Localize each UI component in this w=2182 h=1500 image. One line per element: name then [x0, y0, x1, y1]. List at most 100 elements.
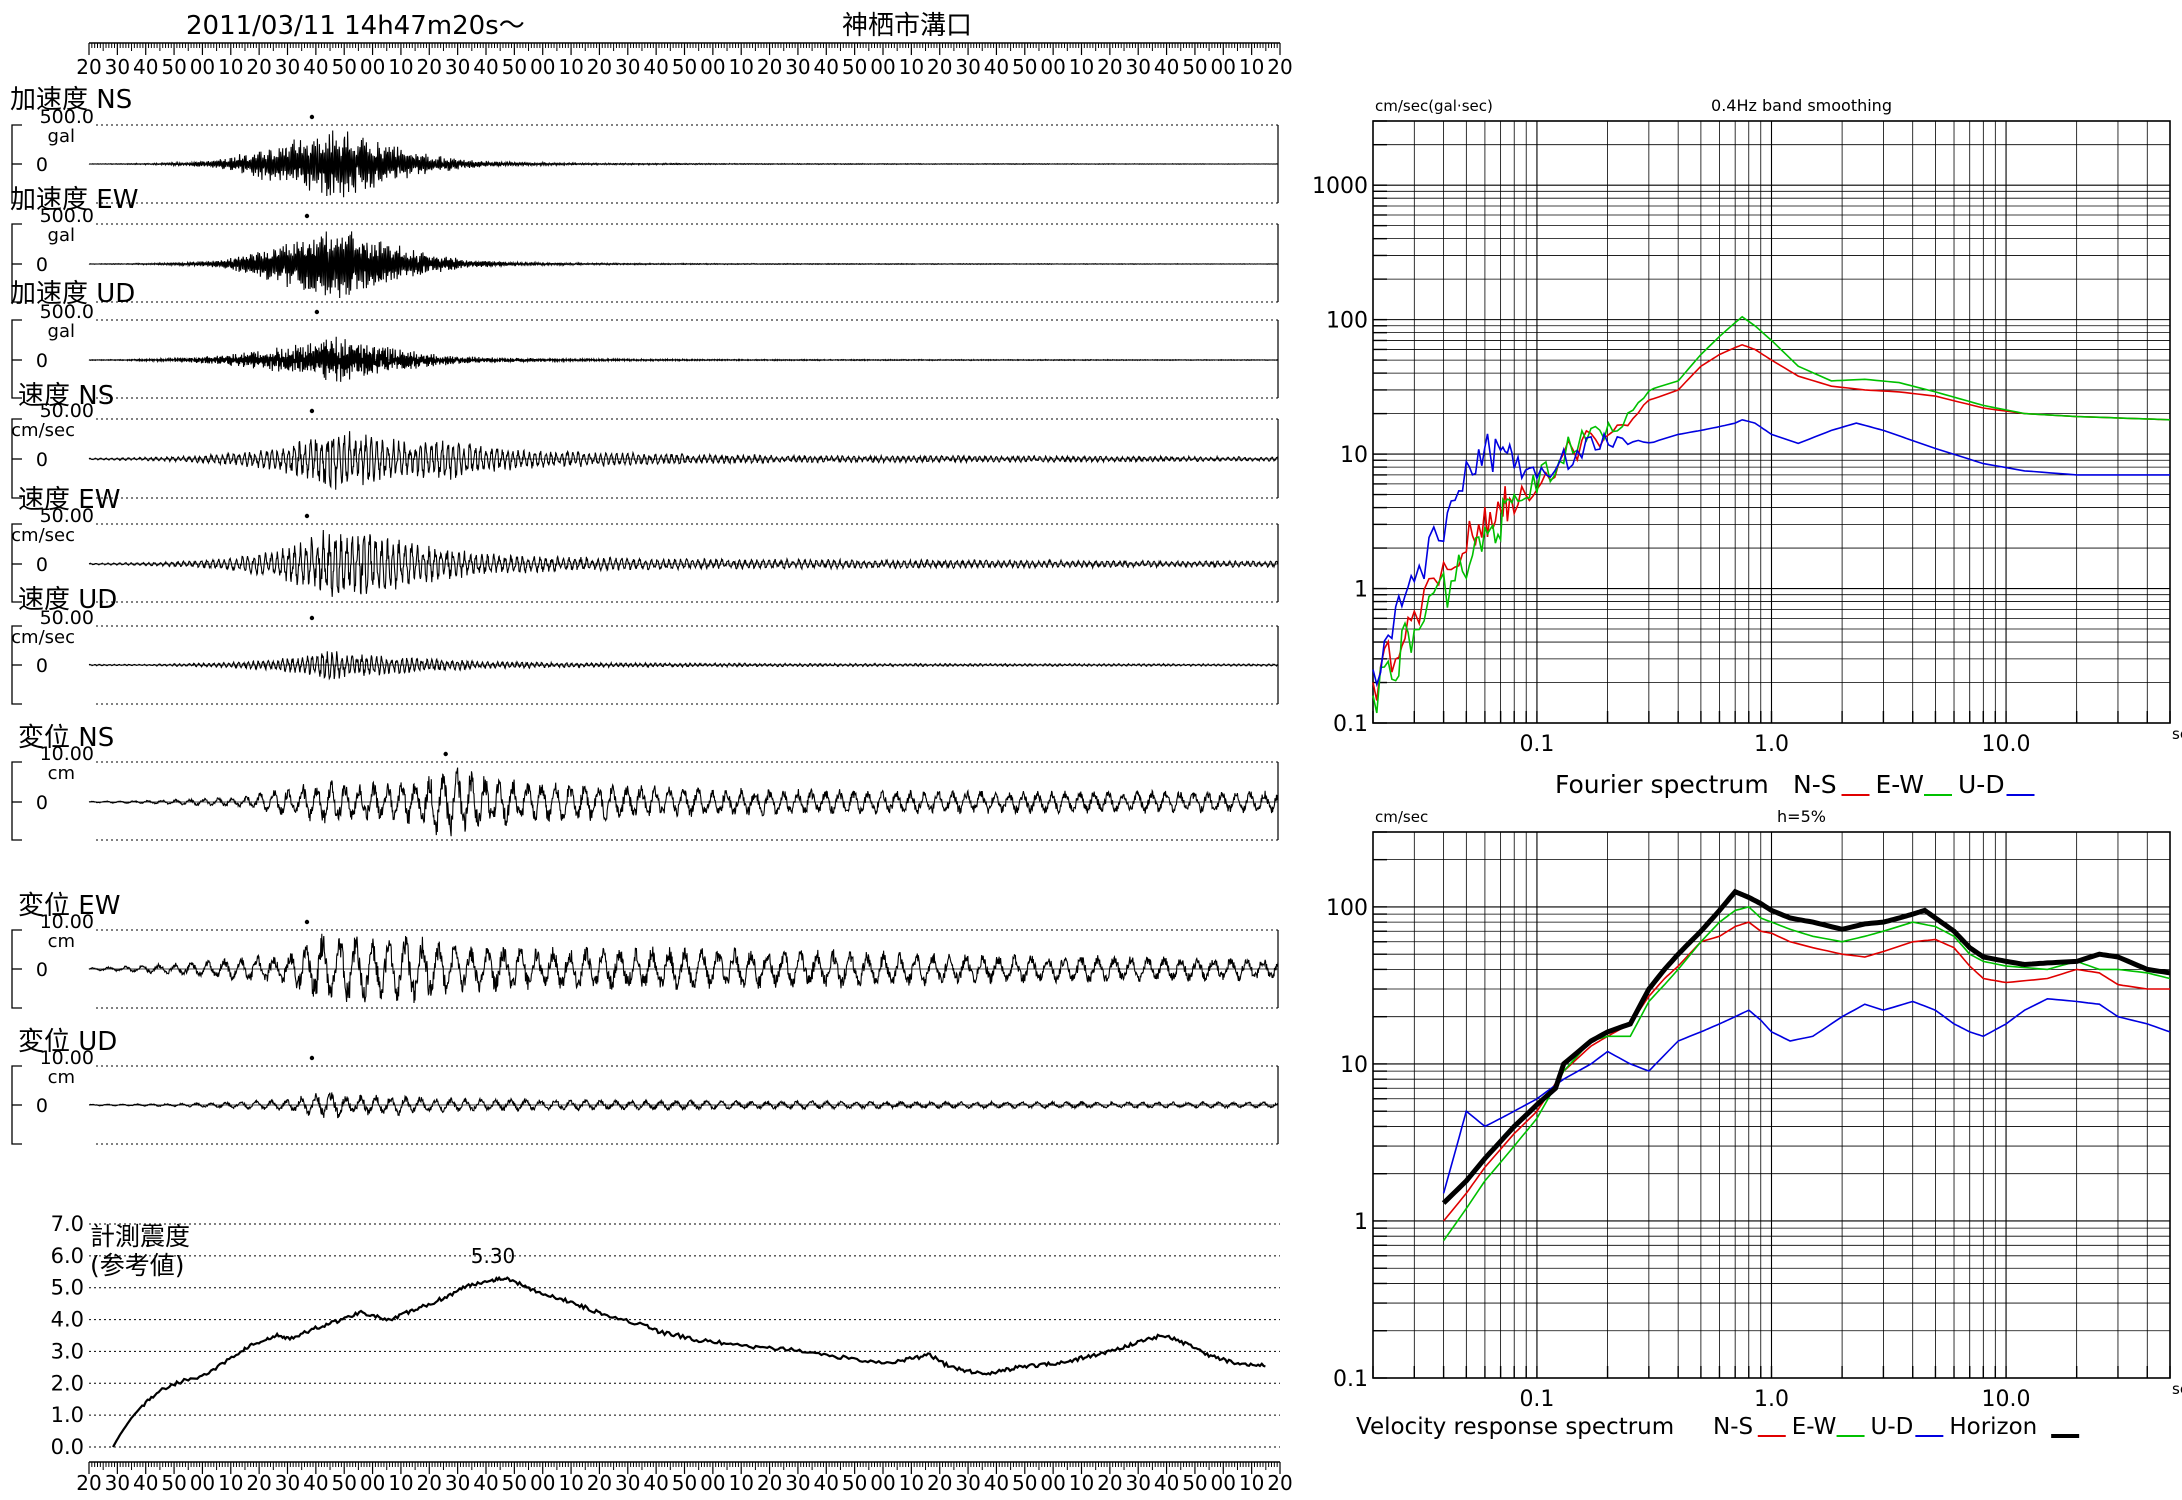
legend-entry-label: N-S [1793, 770, 1837, 799]
time-axis-tick-label: 20 [417, 1471, 442, 1495]
figure-header: 2011/03/11 14h47m20s～ 神栖市溝口 [186, 11, 972, 41]
time-axis-tick-label: 30 [615, 55, 640, 79]
trace-peak-marker [309, 408, 315, 414]
time-axis-tick-label: 10 [1239, 1471, 1264, 1495]
spectrum-x-tick-label: 0.1 [1519, 732, 1554, 757]
spectrum-y-tick-label: 1000 [1312, 174, 1368, 199]
time-axis-tick-label: 10 [558, 1471, 583, 1495]
time-axis-tick-label: 20 [927, 1471, 952, 1495]
trace-peak-marker [309, 114, 315, 120]
spectrum-y-tick-label: 100 [1326, 896, 1368, 921]
trace-scale-bracket [11, 223, 22, 303]
trace-waveform [88, 529, 1279, 597]
trace-title: 速度 NS [18, 381, 114, 411]
trace-waveform [88, 130, 1279, 198]
intensity-peak-label: 5.30 [471, 1244, 516, 1268]
time-axis-tick-label: 30 [445, 1471, 470, 1495]
time-axis-tick-label: 10 [728, 55, 753, 79]
intensity-tick-label: 6.0 [51, 1244, 84, 1268]
time-axis-tick-label: 00 [530, 55, 555, 79]
fourier-spectrum-chart: 0.1 1.0 10.0 0.1 1 10 100 1000 sec cm/sec(gal·sec… [1312, 96, 2182, 799]
trace-scale-bracket [11, 319, 22, 399]
spectrum-y-tick-label: 100 [1326, 309, 1368, 334]
intensity-tick-label: 4.0 [51, 1308, 84, 1332]
time-axis-tick-label: 50 [161, 55, 186, 79]
intensity-tick-label: 7.0 [51, 1212, 84, 1236]
spectrum-series-line [1442, 997, 2171, 1194]
trace-unit-label: cm [48, 763, 75, 784]
spectrum-x-tick-label: 0.1 [1519, 1387, 1554, 1412]
spectrum-y-tick-label: 1 [1354, 1210, 1368, 1235]
time-axis-tick-label: 50 [331, 1471, 356, 1495]
time-axis-tick-label: 20 [1267, 55, 1292, 79]
time-axis-tick-label: 20 [246, 1471, 271, 1495]
time-axis-tick-label: 50 [502, 1471, 527, 1495]
spectrum-x-tick-label: 10.0 [1982, 1387, 2031, 1412]
spectrum-title: Velocity response spectrum [1356, 1414, 1674, 1440]
time-axis-tick-label: 50 [1012, 1471, 1037, 1495]
intensity-tick-label: 5.0 [51, 1276, 84, 1300]
time-axis-tick-label: 10 [1239, 55, 1264, 79]
trace-scale-label: 500.0 [40, 205, 94, 227]
time-axis-tick-label: 30 [445, 55, 470, 79]
trace-zero-label: 0 [36, 154, 48, 176]
time-axis-top: 20 30 40 50 00 10 20 30 40 50 00 10 20 30 40 50 00 10 20 30… [76, 42, 1293, 79]
trace-zero-label: 0 [36, 350, 48, 372]
time-axis-tick-label: 20 [1267, 1471, 1292, 1495]
spectrum-series-line [1442, 921, 2170, 1222]
time-axis-tick-label: 10 [1069, 1471, 1094, 1495]
time-axis-tick-label: 40 [984, 1471, 1009, 1495]
trace-unit-label: gal [48, 126, 75, 147]
trace-peak-marker [443, 751, 448, 757]
time-axis-tick-label: 20 [1097, 55, 1122, 79]
time-axis-tick-label: 10 [218, 55, 243, 79]
time-axis-tick-label: 20 [757, 55, 782, 79]
trace-unit-label: cm/sec [11, 525, 75, 546]
intensity-tick-label: 2.0 [51, 1371, 84, 1395]
time-axis-tick-label: 50 [331, 55, 356, 79]
trace-peak-marker [304, 919, 310, 925]
time-axis-tick-label: 20 [927, 55, 952, 79]
spectrum-y-unit: cm/sec(gal·sec) [1375, 97, 1493, 115]
trace-unit-label: cm/sec [11, 627, 75, 648]
trace-zero-label: 0 [36, 554, 48, 576]
spectrum-y-tick-label: 10 [1340, 443, 1368, 468]
time-axis-tick-label: 30 [955, 1471, 980, 1495]
trace-zero-label: 0 [36, 792, 48, 814]
intensity-tick-label: 0.0 [51, 1435, 84, 1459]
intensity-line [112, 1275, 1266, 1448]
time-axis-tick-label: 00 [1211, 55, 1236, 79]
time-axis-tick-label: 00 [360, 1471, 385, 1495]
time-axis-tick-label: 00 [1040, 1471, 1065, 1495]
trace-waveform [88, 767, 1279, 837]
trace-peak-marker [309, 615, 315, 621]
intensity-chart: 7.0 6.0 5.0 4.0 3.0 2.0 1.0 0.0 計測震度(参考値) 5.30 [51, 1212, 1280, 1459]
time-axis-tick-label: 20 [417, 55, 442, 79]
time-axis-tick-label: 40 [984, 55, 1009, 79]
intensity-title: 計測震度 [90, 1222, 190, 1251]
intensity-tick-label: 1.0 [51, 1403, 84, 1427]
spectrum-x-unit: sec [2172, 1380, 2182, 1398]
legend-entry-label: U-D [1958, 770, 2005, 799]
time-axis-tick-label: 30 [785, 1471, 810, 1495]
spectrum-y-tick-label: 10 [1340, 1053, 1368, 1078]
time-axis-tick-label: 20 [76, 55, 101, 79]
trace-unit-label: cm [48, 1067, 75, 1088]
spectrum-y-unit: cm/sec [1375, 808, 1428, 826]
time-axis-tick-label: 00 [1211, 1471, 1236, 1495]
time-axis-tick-label: 20 [1097, 1471, 1122, 1495]
time-axis-bottom: 20 30 40 50 00 10 20 30 40 50 00 10 20 30 40 50 00 10 20 30… [76, 1461, 1293, 1495]
time-axis-tick-label: 00 [870, 1471, 895, 1495]
trace-waveform [88, 933, 1279, 1004]
trace-title: 変位 UD [18, 1027, 117, 1057]
trace-scale-label: 10.00 [40, 743, 94, 765]
spectrum-x-tick-label: 1.0 [1754, 1387, 1789, 1412]
spectrum-subtitle: 0.4Hz band smoothing [1711, 96, 1892, 115]
time-axis-tick-label: 40 [814, 1471, 839, 1495]
time-axis-tick-label: 00 [700, 55, 725, 79]
